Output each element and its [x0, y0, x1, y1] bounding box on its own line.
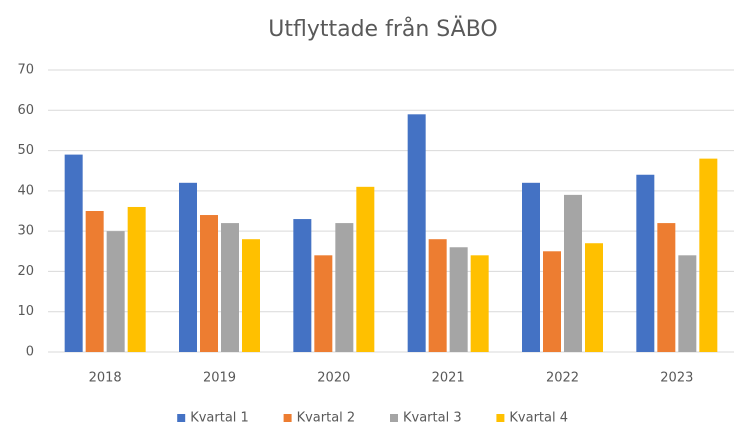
y-tick-label: 30 — [17, 224, 34, 239]
y-tick-label: 70 — [17, 63, 34, 78]
bar — [636, 174, 655, 352]
bar — [449, 247, 468, 352]
x-tick-label: 2019 — [203, 371, 236, 386]
x-tick-label: 2022 — [546, 371, 579, 386]
legend-label: Kvartal 1 — [190, 411, 249, 425]
legend-label: Kvartal 4 — [509, 411, 568, 425]
bar — [470, 255, 489, 352]
chart-title: Utflyttade från SÄBO — [268, 16, 498, 42]
x-tick-label: 2021 — [432, 371, 465, 386]
bar — [428, 239, 447, 352]
bar — [127, 206, 146, 352]
bar — [293, 219, 312, 352]
bar — [314, 255, 333, 352]
x-tick-label: 2020 — [317, 371, 350, 386]
legend-swatch — [177, 414, 186, 422]
bar — [678, 255, 697, 352]
y-tick-label: 50 — [17, 143, 34, 158]
x-tick-label: 2023 — [660, 371, 693, 386]
x-tick-label: 2018 — [89, 371, 122, 386]
legend-label: Kvartal 2 — [297, 411, 356, 425]
bar — [699, 158, 718, 352]
bar — [242, 239, 260, 352]
legend-swatch — [283, 414, 292, 422]
bar — [179, 182, 197, 352]
y-tick-label: 40 — [17, 183, 34, 198]
bar — [200, 215, 218, 352]
y-tick-label: 0 — [26, 345, 34, 360]
legend-swatch — [390, 414, 398, 422]
bar — [106, 231, 125, 352]
bar — [543, 251, 561, 352]
legend-swatch — [496, 414, 505, 422]
bar — [522, 182, 540, 352]
bar — [564, 194, 582, 352]
y-tick-label: 60 — [17, 103, 34, 118]
y-tick-label: 10 — [17, 304, 34, 319]
bar — [356, 186, 375, 352]
legend-label: Kvartal 3 — [403, 411, 462, 425]
bar — [221, 223, 239, 352]
bar — [85, 211, 104, 352]
bar — [657, 223, 676, 352]
bar — [585, 243, 603, 352]
bar — [407, 114, 426, 352]
bar — [64, 154, 83, 352]
y-tick-label: 20 — [17, 264, 34, 279]
bar — [335, 223, 354, 352]
